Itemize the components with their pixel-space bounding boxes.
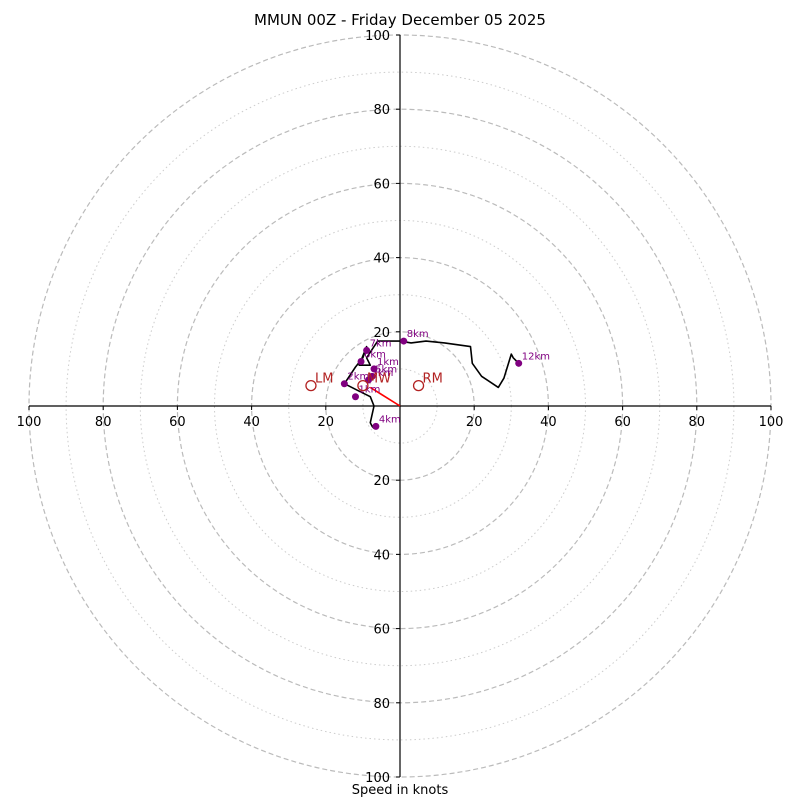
height-label: 6km [364,349,386,360]
y-tick-label: 40 [373,548,390,563]
height-label: 2km [347,372,369,383]
height-point [370,365,378,373]
y-tick-label: 80 [373,697,390,712]
hodograph-trace [343,340,520,429]
height-point [400,337,408,345]
x-tick-label: 40 [243,415,260,430]
x-tick-label: 60 [169,415,186,430]
tick-labels: 100 80 60 40 20 20 40 60 80 100 20 40 60 80 100 20 40 60 8… [17,29,784,786]
x-tick-label: 100 [759,415,784,430]
storm-motion-label: MW [367,372,391,387]
height-label: 12km [522,351,550,362]
height-label: 3km [371,368,393,379]
shear-vector-line [369,386,401,407]
storm-motion-label: LM [315,372,333,387]
y-tick-label: 20 [373,474,390,489]
x-tick-label: 60 [614,415,631,430]
hodograph-line [343,340,520,429]
height-label: 8km [407,329,429,340]
x-tick-label: 80 [689,415,706,430]
storm-motion-markers: LM RM MW [305,372,443,392]
storm-motion-point [412,379,425,392]
storm-motion-label: RM [423,372,443,387]
height-label: 1km [358,385,380,396]
y-tick-label: 80 [373,103,390,118]
x-tick-label: 20 [466,415,483,430]
height-point [372,422,380,430]
y-tick-label: 20 [373,326,390,341]
y-tick-label: 60 [373,177,390,192]
y-tick-label: 100 [365,29,390,44]
height-point [515,359,523,367]
x-tick-label: 40 [540,415,557,430]
shear-vector [369,386,401,407]
height-label: 1km [377,357,399,368]
height-point [340,380,348,388]
storm-motion-point [305,379,317,392]
y-tick-label: 60 [373,623,390,638]
height-label: 5km [375,364,397,375]
x-tick-label: 100 [17,415,42,430]
x-tick-label: 20 [318,415,335,430]
height-label: 7km [370,338,392,349]
chart-title: MMUN 00Z - Friday December 05 2025 [254,11,546,29]
y-tick-label: 40 [373,252,390,267]
x-tick-label: 80 [95,415,112,430]
height-point [351,393,359,401]
x-axis-label: Speed in knots [351,783,449,798]
height-point [357,357,365,365]
y-tick-label: 100 [365,771,390,786]
height-point [363,346,371,354]
height-label: 4km [379,414,401,425]
storm-motion-point [357,379,369,392]
